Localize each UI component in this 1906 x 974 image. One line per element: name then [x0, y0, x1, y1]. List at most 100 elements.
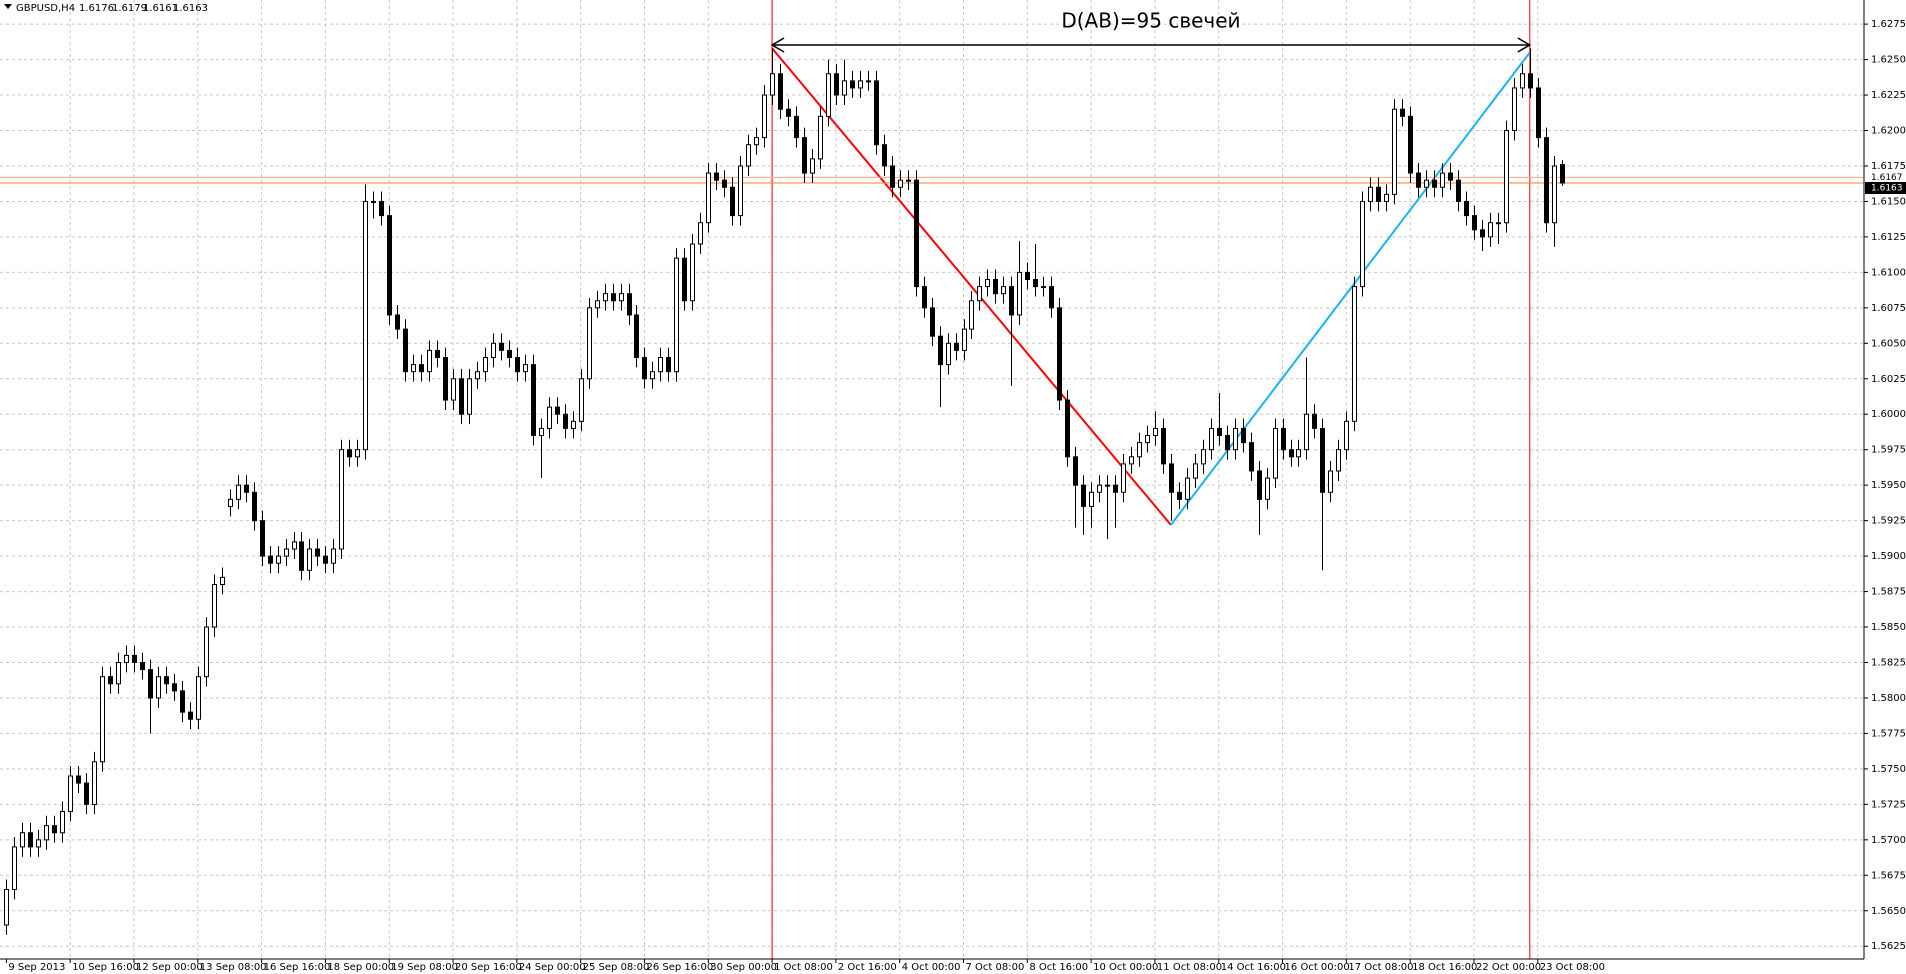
- candle-body: [1209, 427, 1214, 451]
- candle-body: [993, 278, 998, 295]
- y-tick-label: 1.6275: [1871, 19, 1906, 30]
- candle-body: [491, 342, 496, 358]
- candle-body: [196, 676, 201, 720]
- x-tick-label: 24 Sep 00:00: [519, 962, 586, 973]
- candle-body: [539, 427, 544, 437]
- candle-body: [866, 80, 871, 83]
- x-tick-label: 13 Sep 08:00: [200, 962, 267, 973]
- candle-body: [331, 548, 336, 564]
- candle-body: [1296, 449, 1301, 458]
- x-tick-label: 14 Oct 16:00: [1221, 962, 1286, 973]
- candle-body: [1352, 286, 1357, 422]
- candle-body: [922, 286, 927, 309]
- candle-body: [762, 94, 767, 139]
- y-tick-label: 1.5900: [1871, 551, 1906, 562]
- candle-body: [890, 165, 895, 188]
- y-tick-label: 1.5925: [1871, 516, 1906, 527]
- candle-body: [12, 846, 17, 890]
- candle-body: [315, 548, 320, 557]
- trend-line: [771, 47, 1172, 526]
- candle-body: [292, 541, 297, 550]
- candle-body: [1328, 470, 1333, 493]
- candle-body: [1496, 222, 1501, 225]
- bid-label-box: [1865, 182, 1906, 195]
- candle-body: [738, 165, 743, 217]
- candle-body: [483, 356, 488, 373]
- y-tick-label: 1.6225: [1871, 90, 1906, 101]
- candle-body: [802, 137, 807, 174]
- candle-body: [1464, 200, 1469, 217]
- candle-body: [236, 484, 241, 500]
- y-tick-label: 1.5950: [1871, 480, 1906, 491]
- x-tick-label: 17 Oct 08:00: [1348, 962, 1413, 973]
- y-tick-label: 1.5675: [1871, 870, 1906, 881]
- y-tick-label: 1.6075: [1871, 303, 1906, 314]
- x-tick-label: 23 Oct 08:00: [1540, 962, 1605, 973]
- candle-body: [1129, 456, 1134, 465]
- candle-body: [1560, 164, 1565, 184]
- candle-body: [403, 328, 408, 373]
- candle-body: [1440, 172, 1445, 188]
- candle-body: [914, 179, 919, 288]
- candle-body: [20, 832, 25, 848]
- candle-body: [595, 300, 600, 309]
- x-tick-label: 7 Oct 08:00: [966, 962, 1025, 973]
- candle-body: [666, 356, 671, 373]
- candle-body: [307, 548, 312, 571]
- candle-body: [276, 555, 281, 564]
- candle-body: [1520, 73, 1525, 89]
- candle-body: [52, 825, 57, 834]
- candle-body: [36, 839, 41, 848]
- candle-body: [786, 108, 791, 117]
- candle-body: [347, 449, 352, 458]
- candle-body: [946, 342, 951, 366]
- candle-body: [284, 548, 289, 557]
- candle-body: [587, 307, 592, 380]
- x-tick-label: 9 Sep 2013: [8, 962, 65, 973]
- candle-body: [1049, 286, 1054, 309]
- candle-body: [451, 378, 456, 401]
- candle-body: [28, 832, 33, 848]
- candles: [4, 48, 1565, 935]
- y-tick-label: 1.6025: [1871, 374, 1906, 385]
- close-price: 1.6163: [173, 3, 208, 14]
- candle-body: [1536, 87, 1541, 139]
- candle-body: [1336, 449, 1341, 472]
- candle-body: [1312, 413, 1317, 429]
- candle-body: [818, 115, 823, 160]
- candle-body: [722, 179, 727, 188]
- candle-body: [690, 243, 695, 302]
- candle-body: [1105, 484, 1110, 487]
- candle-body: [682, 257, 687, 302]
- candle-body: [1504, 130, 1509, 224]
- candle-body: [260, 520, 265, 557]
- candle-body: [930, 307, 935, 337]
- candle-body: [794, 115, 799, 139]
- y-tick-label: 1.6000: [1871, 409, 1906, 420]
- y-tick-label: 1.5700: [1871, 835, 1906, 846]
- candle-body: [1121, 463, 1126, 493]
- candle-body: [323, 555, 328, 564]
- candle-body: [92, 761, 97, 805]
- candle-body: [555, 406, 560, 415]
- candle-body: [1432, 179, 1437, 188]
- candle-body: [1265, 477, 1270, 500]
- candle-body: [180, 690, 185, 713]
- candle-body: [858, 80, 863, 89]
- candle-body: [1033, 278, 1038, 288]
- candle-body: [1528, 73, 1533, 89]
- y-tick-label: 1.6050: [1871, 338, 1906, 349]
- candle-body: [1009, 286, 1014, 316]
- y-tick-label: 1.6175: [1871, 161, 1906, 172]
- candle-body: [523, 364, 528, 373]
- candle-body: [363, 200, 368, 451]
- candle-body: [244, 484, 249, 493]
- candle-body: [1177, 491, 1182, 500]
- candle-body: [1416, 172, 1421, 188]
- candle-body: [148, 669, 153, 699]
- y-tick-label: 1.5625: [1871, 941, 1906, 952]
- candle-body: [60, 810, 65, 834]
- candle-body: [467, 378, 472, 415]
- candle-body: [1201, 449, 1206, 465]
